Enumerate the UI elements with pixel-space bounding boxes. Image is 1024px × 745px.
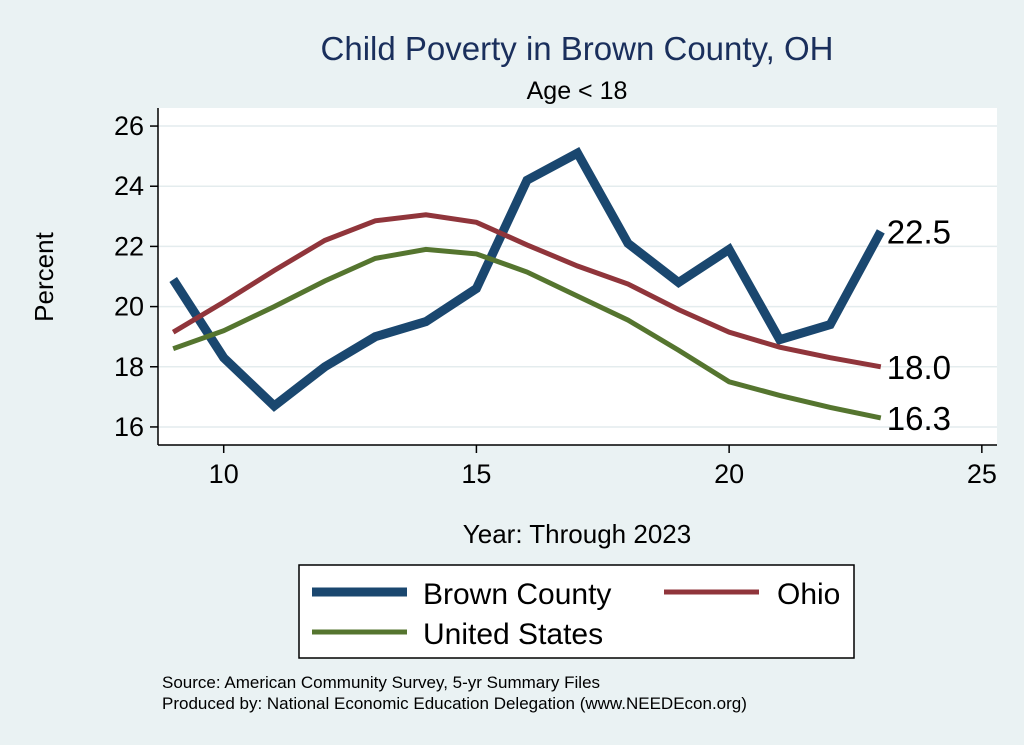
series-line-united-states bbox=[172, 246, 882, 421]
series-line-brown-county bbox=[169, 147, 885, 412]
x-tick-label: 10 bbox=[209, 459, 239, 489]
chart-subtitle: Age < 18 bbox=[527, 77, 628, 105]
x-tick-label: 20 bbox=[714, 459, 744, 489]
end-label-brown-county: 22.5 bbox=[887, 213, 951, 250]
x-tick-label: 15 bbox=[461, 459, 491, 489]
y-tick-label: 26 bbox=[114, 111, 144, 141]
legend-box bbox=[298, 564, 855, 659]
end-label-united-states: 16.3 bbox=[887, 400, 951, 437]
x-tick-label: 25 bbox=[967, 459, 997, 489]
legend-label-brown-county: Brown County bbox=[423, 578, 611, 611]
end-label-ohio: 18.0 bbox=[887, 349, 951, 386]
x-axis-ticks: 10 15 20 25 bbox=[209, 445, 997, 489]
chart-title: Child Poverty in Brown County, OH bbox=[321, 30, 834, 67]
gridlines bbox=[158, 125, 997, 428]
y-tick-label: 16 bbox=[114, 412, 144, 442]
y-axis-label: Percent bbox=[29, 231, 59, 321]
axes bbox=[157, 108, 997, 446]
legend-label-united-states: United States bbox=[423, 618, 603, 651]
y-tick-label: 24 bbox=[114, 171, 144, 201]
legend-label-ohio: Ohio bbox=[777, 578, 840, 611]
series-line-ohio bbox=[171, 212, 882, 370]
end-labels: 22.5 18.0 16.3 bbox=[887, 213, 951, 437]
y-tick-label: 22 bbox=[114, 231, 144, 261]
y-tick-label: 18 bbox=[114, 352, 144, 382]
series-group bbox=[169, 147, 885, 421]
produced-note: Produced by: National Economic Education… bbox=[162, 694, 747, 713]
legend: Brown County Ohio United States bbox=[298, 564, 855, 659]
y-tick-label: 20 bbox=[114, 292, 144, 322]
source-note: Source: American Community Survey, 5-yr … bbox=[162, 673, 600, 692]
y-axis-ticks: 16 18 20 22 24 26 bbox=[114, 111, 158, 442]
x-axis-label: Year: Through 2023 bbox=[463, 519, 691, 549]
